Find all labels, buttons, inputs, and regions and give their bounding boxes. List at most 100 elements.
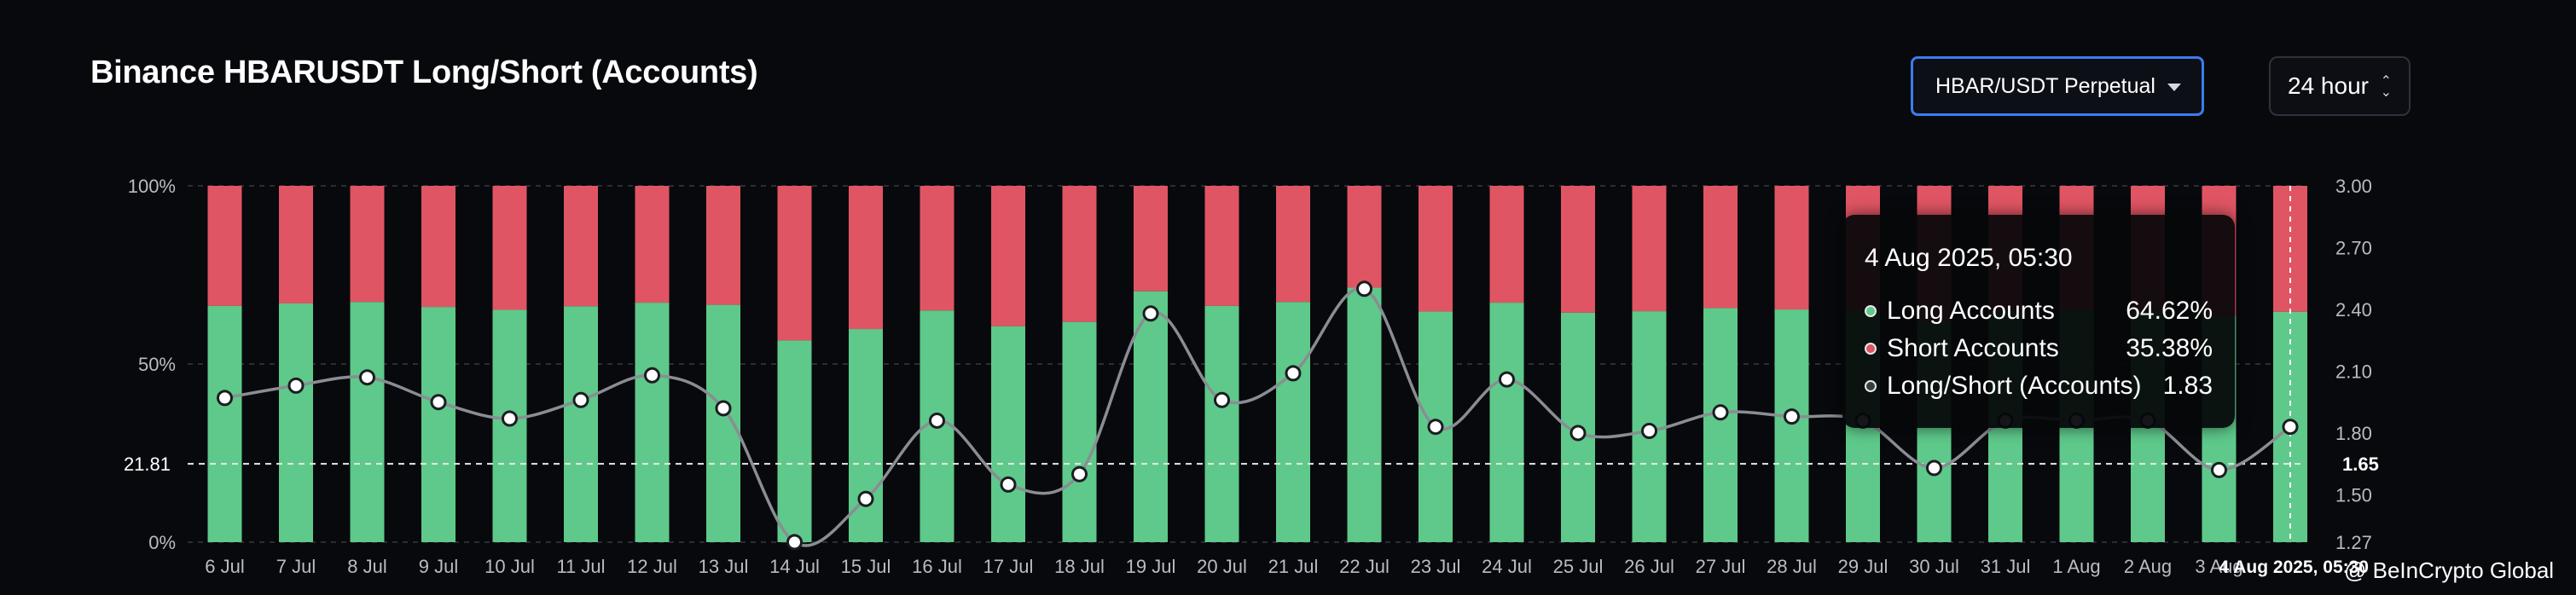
ratio-point xyxy=(1285,365,1302,382)
short-bar xyxy=(1703,186,1738,309)
x-tick-label: 7 Jul xyxy=(276,556,316,577)
x-tick-label: 19 Jul xyxy=(1126,556,1176,577)
y-left-tick-label: 0% xyxy=(148,532,176,553)
x-tick-label: 27 Jul xyxy=(1696,556,1746,577)
ratio-point xyxy=(1142,305,1159,322)
ratio-point xyxy=(430,394,447,411)
short-bar xyxy=(1062,186,1097,322)
crosshair-right-label: 1.65 xyxy=(2342,453,2379,475)
ratio-point xyxy=(2211,461,2227,478)
short-bar xyxy=(492,186,527,310)
x-tick-label: 23 Jul xyxy=(1411,556,1461,577)
short-bar xyxy=(1632,186,1667,312)
short-bar xyxy=(207,186,242,306)
tooltip-value: 64.62% xyxy=(2126,297,2213,325)
ratio-point xyxy=(2282,419,2299,436)
x-tick-label: 24 Jul xyxy=(1482,556,1532,577)
x-tick-label: 20 Jul xyxy=(1197,556,1247,577)
ratio-point xyxy=(786,534,803,551)
ratio-point xyxy=(1427,419,1444,436)
y-right-tick-label: 1.50 xyxy=(2335,484,2372,505)
x-tick-label: 4 Aug 2025, 05:30 xyxy=(2219,557,2370,577)
short-bar xyxy=(991,186,1025,326)
x-tick-label: 11 Jul xyxy=(556,556,605,577)
y-right-tick-label: 2.70 xyxy=(2335,237,2372,258)
x-tick-label: 31 Jul xyxy=(1981,556,2031,577)
watermark: @ BeInCrypto Global xyxy=(2344,557,2554,584)
short-bar xyxy=(1347,186,1382,288)
long-bar xyxy=(1774,309,1809,542)
ratio-point xyxy=(1784,408,1800,425)
tooltip-value: 35.38% xyxy=(2126,334,2213,362)
x-tick-label: 3 Aug xyxy=(2195,556,2242,577)
long-bar xyxy=(635,303,670,542)
long-bar xyxy=(1703,308,1738,542)
long-bar xyxy=(279,303,313,542)
page-title: Binance HBARUSDT Long/Short (Accounts) xyxy=(90,55,758,90)
x-tick-label: 28 Jul xyxy=(1767,556,1817,577)
y-right-tick-label: 1.80 xyxy=(2335,423,2372,444)
tooltip-date: 4 Aug 2025, 05:30 xyxy=(1865,244,2073,272)
ratio-point xyxy=(572,391,589,408)
short-bar xyxy=(1204,186,1239,306)
ratio-point xyxy=(502,410,518,427)
long-bar xyxy=(1276,302,1310,542)
ratio-point xyxy=(1712,404,1729,421)
x-tick-label: 29 Jul xyxy=(1838,556,1888,577)
short-bar xyxy=(920,186,954,311)
short-bar xyxy=(777,186,812,341)
short-dot-icon xyxy=(1865,343,1877,355)
y-left-tick-label: 50% xyxy=(138,354,176,375)
caret-down-icon xyxy=(2167,84,2181,91)
ratio-point xyxy=(1499,371,1515,388)
long-bar xyxy=(991,326,1025,542)
long-bar xyxy=(1062,321,1097,542)
ratio-point xyxy=(644,367,660,384)
tooltip-label: Long Accounts xyxy=(1887,297,2055,325)
x-tick-label: 13 Jul xyxy=(699,556,749,577)
x-tick-label: 22 Jul xyxy=(1339,556,1390,577)
x-tick-label: 6 Jul xyxy=(205,556,244,577)
short-bar xyxy=(1134,186,1168,292)
long-dot-icon xyxy=(1865,305,1877,317)
y-right-tick-label: 3.00 xyxy=(2335,176,2372,197)
short-bar xyxy=(1276,186,1310,303)
chevron-up-down-icon: ⌃ ⌄ xyxy=(2380,74,2392,100)
tooltip-label: Short Accounts xyxy=(1887,334,2059,362)
period-select[interactable]: 24 hour ⌃ ⌄ xyxy=(2269,56,2411,116)
x-tick-label: 9 Jul xyxy=(419,556,458,577)
ratio-point xyxy=(1926,459,1942,477)
crosshair-left-label: 21.81 xyxy=(124,453,171,475)
tooltip-row-short: Short Accounts 35.38% xyxy=(1865,334,2213,365)
short-bar xyxy=(635,186,670,303)
ratio-point xyxy=(1641,423,1657,440)
ratio-point xyxy=(359,369,375,386)
ratio-point xyxy=(857,490,874,507)
tooltip-row-ratio: Long/Short (Accounts) 1.83 xyxy=(1865,372,2213,402)
ratio-point xyxy=(929,412,945,429)
y-right-tick-label: 1.27 xyxy=(2335,532,2372,553)
symbol-select[interactable]: HBAR/USDT Perpetual xyxy=(1911,56,2204,116)
tooltip-value: 1.83 xyxy=(2162,372,2213,400)
long-bar xyxy=(1489,303,1524,542)
x-tick-label: 8 Jul xyxy=(347,556,386,577)
long-bar xyxy=(1134,291,1168,542)
ratio-point xyxy=(1000,476,1017,493)
x-tick-label: 18 Jul xyxy=(1054,556,1105,577)
short-bar xyxy=(564,186,598,307)
ratio-point xyxy=(1214,391,1230,408)
x-tick-label: 1 Aug xyxy=(2052,556,2100,577)
symbol-select-value: HBAR/USDT Perpetual xyxy=(1935,73,2155,98)
ratio-point xyxy=(1356,280,1372,298)
ratio-point xyxy=(1569,425,1587,442)
long-bar xyxy=(564,306,598,542)
ratio-point xyxy=(715,400,732,417)
ratio-point xyxy=(287,377,305,394)
long-bar xyxy=(350,302,385,542)
short-bar xyxy=(706,186,740,305)
watermark-text: @ BeInCrypto Global xyxy=(2344,557,2555,583)
short-bar xyxy=(350,186,385,303)
long-bar xyxy=(207,305,242,542)
y-left-tick-label: 100% xyxy=(128,176,176,197)
x-tick-label: 10 Jul xyxy=(484,556,535,577)
